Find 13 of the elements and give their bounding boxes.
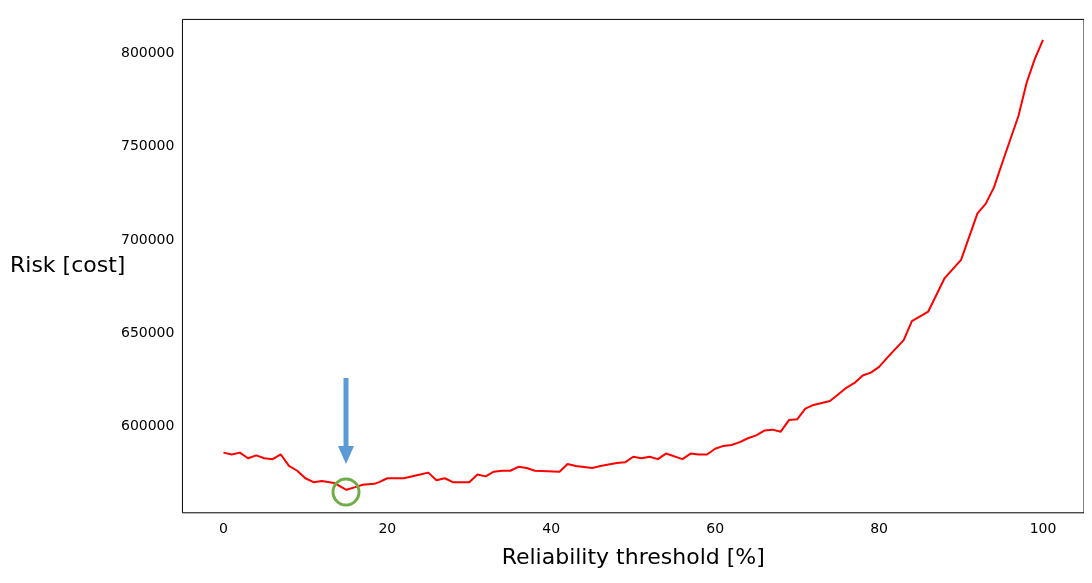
x-axis-title: Reliability threshold [%] [501, 543, 765, 569]
y-axis-title: Risk [cost] [10, 251, 126, 277]
x-tick-label: 80 [870, 519, 889, 536]
y-tick-label: 800000 [120, 43, 175, 60]
y-tick-label: 700000 [120, 230, 175, 247]
x-tick-label: 100 [1029, 519, 1057, 536]
y-tick-label: 650000 [120, 324, 175, 341]
x-tick-label: 20 [378, 519, 397, 536]
y-tick-label: 750000 [120, 137, 175, 154]
y-tick-label: 600000 [120, 417, 175, 434]
x-tick-label: 40 [542, 519, 561, 536]
x-tick-label: 60 [706, 519, 725, 536]
x-tick-label: 0 [218, 519, 228, 536]
